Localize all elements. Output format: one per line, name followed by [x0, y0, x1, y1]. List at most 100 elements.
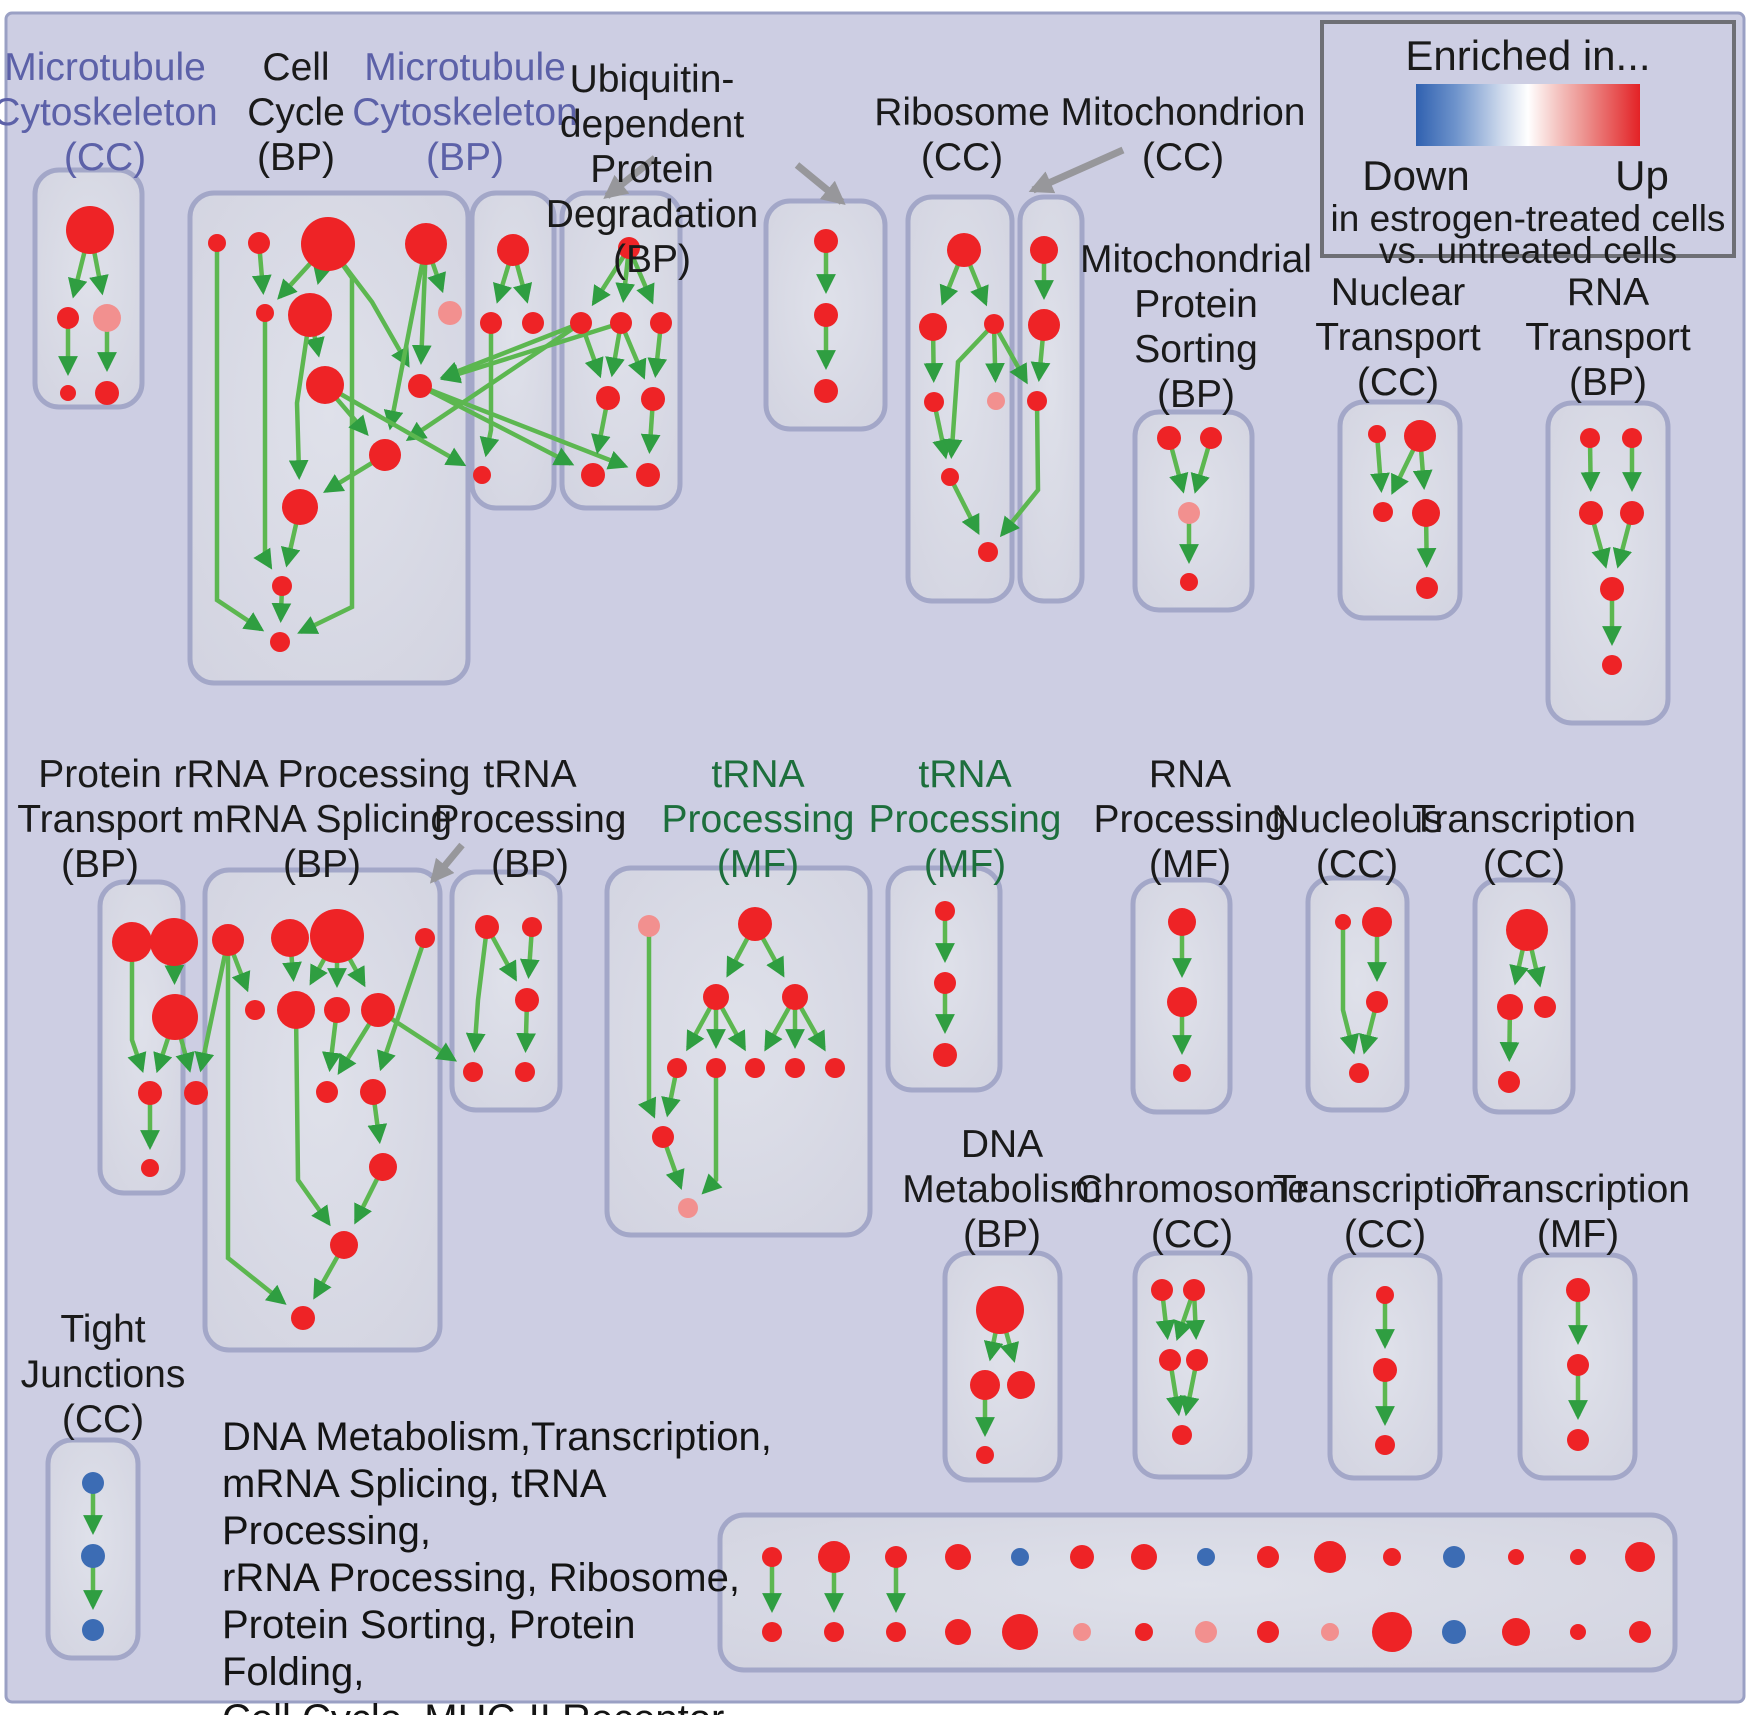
edge-arrow	[321, 1021, 342, 1073]
note-line: DNA Metabolism,Transcription,	[222, 1415, 772, 1459]
edge-arrow	[726, 937, 750, 978]
edge-arrow	[637, 936, 657, 1119]
edge-arrow	[127, 961, 147, 1074]
cluster-label: (CC)	[1316, 843, 1398, 886]
legend-subtitle-line1: in estrogen-treated cells	[1330, 198, 1726, 239]
legend-subtitle-line2: vs. untreated cells	[1378, 230, 1678, 271]
graph-node	[1570, 1549, 1586, 1565]
edge-arrow	[985, 332, 1005, 383]
cluster-label: dependent	[560, 103, 745, 146]
cluster-box-trcc1	[1472, 877, 1576, 1115]
edge-arrow	[798, 1006, 826, 1052]
edge-arrow	[664, 1145, 685, 1191]
cluster-label: (BP)	[283, 843, 361, 886]
cluster-label: (BP)	[1569, 361, 1647, 404]
graph-node	[212, 924, 244, 956]
cluster-box-wide	[717, 1512, 1678, 1673]
cluster-label: Cytoskeleton	[0, 91, 218, 134]
graph-node	[361, 993, 395, 1027]
graph-node	[1383, 1548, 1401, 1566]
graph-node	[1508, 1549, 1524, 1565]
edge-arrow	[1509, 949, 1529, 986]
graph-node	[522, 312, 544, 334]
edge-arrow	[999, 1331, 1019, 1363]
graph-node	[360, 1079, 386, 1105]
cluster-label: RNA	[1567, 271, 1649, 314]
cluster-box-nuct	[1337, 399, 1463, 621]
edge-arrow	[253, 321, 273, 570]
graph-node	[1159, 1349, 1181, 1371]
graph-node	[112, 922, 152, 962]
cluster-label: Transport	[17, 798, 183, 841]
graph-node	[1567, 1429, 1589, 1451]
graph-node	[886, 1622, 906, 1642]
edge-arrow	[582, 331, 604, 379]
cluster-label: Transcription	[1412, 798, 1636, 841]
edge-arrow	[153, 1037, 173, 1074]
graph-node	[1002, 1614, 1038, 1650]
cluster-label: Microtubule	[364, 46, 566, 89]
graph-node	[184, 1081, 208, 1105]
cluster-label: Processing	[869, 798, 1062, 841]
edge-arrow	[983, 1332, 1004, 1362]
graph-node	[1131, 1544, 1157, 1570]
cluster-label: Transcription	[1466, 1168, 1690, 1211]
edge-arrow	[923, 339, 944, 383]
cluster-label: Processing	[1094, 798, 1287, 841]
cluster-label: (CC)	[1357, 361, 1439, 404]
edge-arrow	[512, 263, 533, 304]
edge-arrow	[479, 333, 500, 458]
graph-node	[272, 576, 292, 596]
graph-node	[581, 463, 605, 487]
graph-node	[1070, 1545, 1094, 1569]
graph-node	[745, 1058, 765, 1078]
graph-node	[1027, 391, 1047, 411]
cluster-label: (BP)	[257, 136, 335, 179]
graph-node	[976, 1446, 994, 1464]
cluster-label: tRNA	[483, 753, 576, 796]
cluster-label: Mitochondrial	[1080, 238, 1312, 281]
graph-node	[570, 312, 592, 334]
cluster-label: Nuclear	[1331, 271, 1465, 314]
graph-node	[1172, 1425, 1192, 1445]
edge-arrow	[1580, 446, 1601, 492]
edge-arrow	[1030, 339, 1051, 383]
graph-node	[1157, 426, 1181, 450]
edge-arrow	[647, 332, 668, 379]
note-line: mRNA Splicing, tRNA Processing,	[222, 1462, 605, 1553]
edge-arrow	[661, 1076, 681, 1118]
graph-node	[1368, 425, 1386, 443]
graph-node	[596, 386, 620, 410]
edge-arrow	[282, 955, 302, 983]
edge-arrow	[1155, 1299, 1176, 1341]
cluster-label: Degradation	[546, 193, 758, 236]
graph-node	[369, 439, 401, 471]
edge-arrow	[1416, 525, 1437, 568]
legend: Enriched in... Down Up in estrogen-treat…	[1320, 20, 1736, 271]
cluster-label: (MF)	[924, 843, 1006, 886]
graph-node	[438, 301, 462, 325]
graph-node	[934, 972, 956, 994]
graph-node	[60, 385, 76, 401]
graph-node	[1028, 309, 1060, 341]
graph-node	[818, 1541, 850, 1573]
graph-node	[762, 1622, 782, 1642]
graph-node	[1135, 1623, 1153, 1641]
graph-node	[82, 1472, 104, 1494]
graph-node	[1183, 1279, 1205, 1301]
graph-node	[288, 293, 332, 337]
graph-node	[970, 1370, 1000, 1400]
edge-arrow	[376, 945, 425, 1072]
edge-arrow	[490, 935, 517, 982]
edge-arrow	[1358, 1011, 1379, 1055]
edge-arrow	[280, 523, 301, 568]
graph-node	[66, 206, 114, 254]
cluster-label: Mitochondrion	[1061, 91, 1306, 134]
graph-node	[1404, 420, 1436, 452]
edge-arrow	[214, 251, 265, 632]
graph-node	[641, 387, 665, 411]
graph-node	[941, 468, 959, 486]
edge-arrow	[622, 331, 647, 380]
cluster-label: (BP)	[1157, 373, 1235, 416]
